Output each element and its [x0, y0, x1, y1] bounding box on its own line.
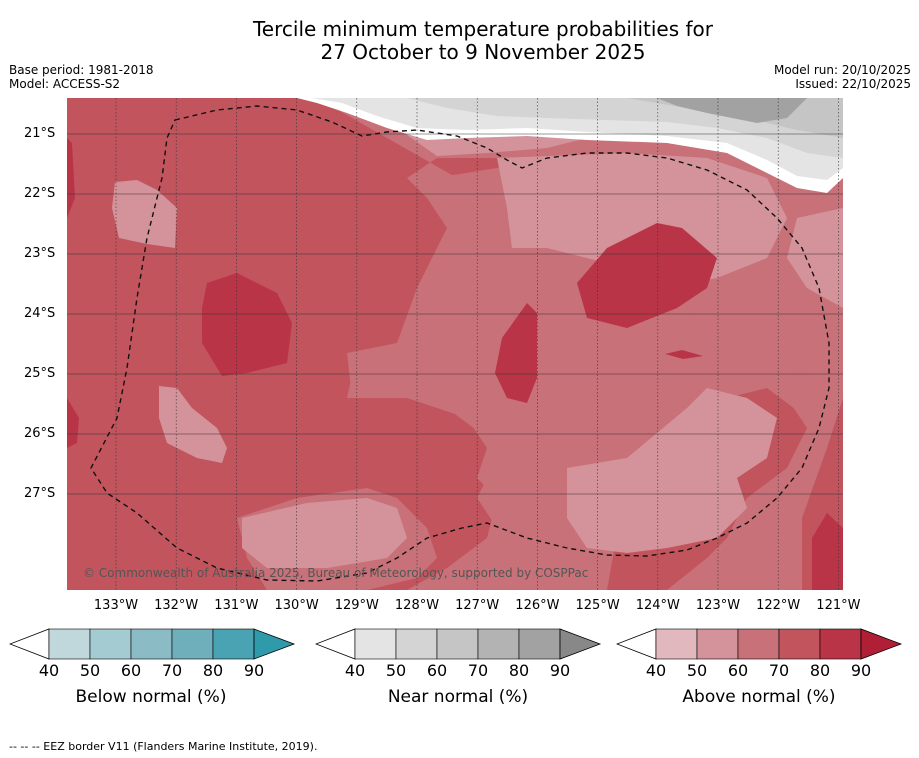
colorbar-segment	[819, 628, 862, 660]
colorbar-segment	[518, 628, 561, 660]
title-line-2: 27 October to 9 November 2025	[320, 40, 646, 64]
longitude-label: 132°W	[154, 598, 199, 613]
colorbar-tick-label: 50	[686, 661, 708, 680]
issued-date: Issued: 22/10/2025	[795, 77, 911, 91]
near-normal-70-80-region	[657, 98, 807, 123]
above-50-60-region-sw	[159, 386, 227, 463]
colorbar-title-near: Near normal (%)	[387, 687, 529, 707]
colorbar-segment	[737, 628, 780, 660]
colorbar-tick-label: 50	[79, 661, 101, 680]
above-50-60-region-east	[787, 208, 843, 308]
latitude-label: 23°S	[24, 246, 56, 261]
copyright-text: © Commonwealth of Australia 2025, Bureau…	[83, 566, 588, 580]
colorbar-tick-label: 70	[467, 661, 489, 680]
longitude-label: 123°W	[695, 598, 741, 613]
colorbar-segment	[696, 628, 739, 660]
colorbar-tick-label: 70	[161, 661, 183, 680]
colorbar-segment	[212, 628, 255, 660]
colorbar-tick-label: 40	[38, 661, 60, 680]
colorbar-segment	[130, 628, 173, 660]
above-80-90-region-east	[577, 223, 717, 328]
colorbar-extend-high	[559, 628, 602, 660]
probability-map: © Commonwealth of Australia 2025, Bureau…	[67, 98, 843, 590]
latitude-label: 25°S	[24, 366, 56, 381]
above-80-90-region-centre	[495, 303, 537, 403]
colorbar-segment	[48, 628, 91, 660]
latitude-label: 24°S	[24, 306, 56, 321]
longitude-label: 131°W	[214, 598, 259, 613]
above-80-90-region-se	[812, 513, 843, 590]
colorbar-tick-label: 90	[850, 661, 872, 680]
model-name: Model: ACCESS-S2	[9, 77, 121, 91]
colorbar-segment	[395, 628, 438, 660]
above-50-60-region-west	[112, 180, 177, 248]
longitude-label: 126°W	[515, 598, 560, 613]
meta-right: Model run: 20/10/2025 Issued: 22/10/2025	[774, 63, 911, 91]
longitude-label: 128°W	[394, 598, 440, 613]
longitude-label: 121°W	[816, 598, 861, 613]
colorbar-extend-high	[860, 628, 903, 660]
colorbar-segment	[655, 628, 698, 660]
meta-left: Base period: 1981-2018 Model: ACCESS-S2	[9, 63, 154, 91]
latitude-label: 26°S	[24, 426, 56, 441]
longitude-label: 122°W	[756, 598, 801, 613]
map-title: Tercile minimum temperature probabilitie…	[0, 18, 919, 64]
longitude-label: 127°W	[455, 598, 500, 613]
colorbar-tick-label: 70	[768, 661, 790, 680]
above-80-90-region-west-edge	[67, 138, 79, 448]
longitude-label: 124°W	[635, 598, 680, 613]
longitude-label: 130°W	[274, 598, 319, 613]
colorbar-segment	[354, 628, 397, 660]
colorbar-tick-label: 90	[549, 661, 571, 680]
eez-footer-note: -- -- -- EEZ border V11 (Flanders Marine…	[9, 740, 318, 753]
colorbar-near-normal	[315, 628, 602, 660]
colorbar-below-normal	[9, 628, 296, 660]
above-50-60-region-south	[567, 388, 777, 553]
base-period: Base period: 1981-2018	[9, 63, 154, 77]
longitude-label: 129°W	[334, 598, 379, 613]
above-80-90-region-centre-west	[202, 273, 292, 376]
colorbar-tick-label: 50	[385, 661, 407, 680]
above-50-60-region-bottom	[242, 498, 407, 568]
colorbar-segment	[171, 628, 214, 660]
colorbar-tick-label: 80	[809, 661, 831, 680]
colorbar-tick-label: 80	[508, 661, 530, 680]
colorbar-tick-label: 40	[645, 661, 667, 680]
colorbar-segment	[436, 628, 479, 660]
colorbar-tick-label: 60	[727, 661, 749, 680]
title-line-1: Tercile minimum temperature probabilitie…	[252, 17, 714, 41]
above-60-70-region-b	[317, 98, 843, 590]
above-80-90-region-small	[665, 350, 703, 359]
colorbar-tick-label: 60	[426, 661, 448, 680]
colorbar-tick-label: 60	[120, 661, 142, 680]
colorbar-extend-low	[315, 628, 356, 660]
colorbar-segment	[778, 628, 821, 660]
colorbar-segment	[477, 628, 520, 660]
longitude-label: 125°W	[575, 598, 620, 613]
colorbar-extend-low	[9, 628, 50, 660]
graticule	[67, 98, 843, 590]
colorbar-title-below: Below normal (%)	[75, 687, 227, 707]
colorbar-title-above: Above normal (%)	[682, 687, 836, 707]
colorbar-segment	[89, 628, 132, 660]
latitude-label: 21°S	[24, 126, 56, 141]
colorbar-extend-high	[253, 628, 296, 660]
model-run: Model run: 20/10/2025	[773, 63, 911, 77]
longitude-label: 133°W	[93, 598, 139, 613]
colorbar-tick-label: 90	[243, 661, 265, 680]
eez-border	[90, 105, 830, 582]
colorbar-tick-label: 80	[202, 661, 224, 680]
colorbar-above-normal	[616, 628, 903, 660]
latitude-label: 27°S	[24, 486, 56, 501]
latitude-label: 22°S	[24, 186, 56, 201]
colorbar-tick-label: 40	[344, 661, 366, 680]
colorbar-extend-low	[616, 628, 657, 660]
